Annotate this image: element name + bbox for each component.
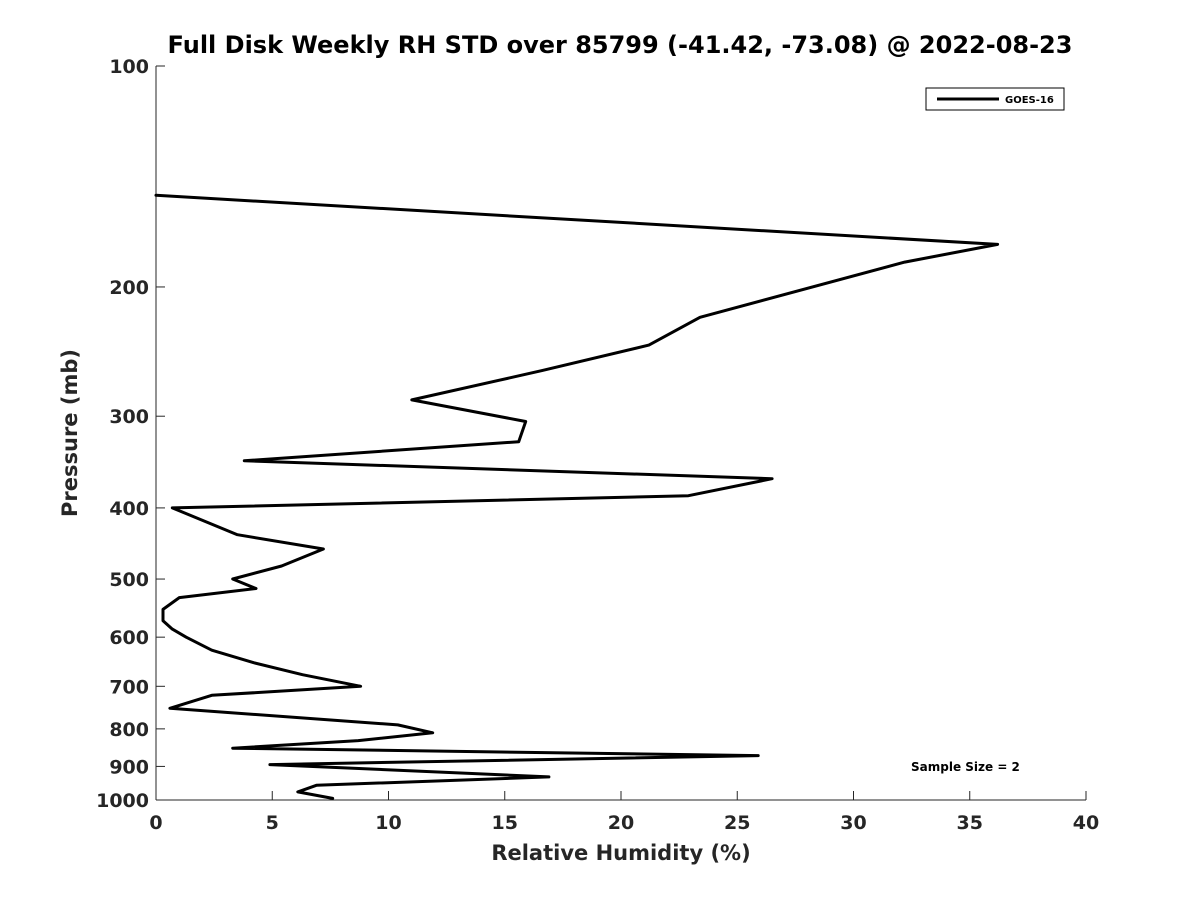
data-point <box>210 694 213 697</box>
data-point <box>231 747 234 750</box>
data-point <box>770 477 774 480</box>
data-point <box>698 316 702 319</box>
y-tick-label: 1000 <box>96 790 149 812</box>
data-point <box>252 661 255 664</box>
y-tick-label: 200 <box>109 277 149 299</box>
axes: 0 5 10 15 20 25 30 35 40 100 200 300 400 500 600 700 800… <box>96 56 1099 834</box>
data-point <box>154 194 158 197</box>
data-point <box>210 649 213 652</box>
data-point <box>171 627 174 631</box>
data-point <box>903 260 906 264</box>
data-point <box>185 636 188 639</box>
y-tick-label: 600 <box>109 627 149 649</box>
data-point <box>647 343 651 347</box>
x-tick-label: 15 <box>492 812 518 834</box>
data-point <box>236 533 239 536</box>
data-point <box>161 608 165 611</box>
x-axis-label: Relative Humidity (%) <box>491 841 750 865</box>
y-tick-label: 300 <box>109 406 149 428</box>
y-axis-label: Pressure (mb) <box>58 349 82 517</box>
x-tick-label: 0 <box>149 812 162 834</box>
data-point <box>331 797 334 800</box>
data-point <box>301 673 304 676</box>
data-point <box>357 739 360 742</box>
data-point <box>547 775 551 779</box>
data-point <box>396 723 399 727</box>
y-tick-label: 700 <box>109 676 149 698</box>
chart-title: Full Disk Weekly RH STD over 85799 (-41.… <box>168 31 1073 59</box>
x-tick-label: 20 <box>608 812 634 834</box>
x-tick-label: 10 <box>375 812 401 834</box>
y-tick-label: 800 <box>109 719 149 741</box>
data-point <box>268 763 272 766</box>
data-point <box>431 731 434 734</box>
y-tick-label: 400 <box>109 498 149 520</box>
legend-label-goes-16: GOES-16 <box>1005 95 1054 106</box>
data-point <box>359 685 362 688</box>
x-tick-label: 30 <box>840 812 866 834</box>
series-line-goes-16 <box>154 193 1000 800</box>
data-point <box>161 619 165 622</box>
data-point <box>410 398 413 402</box>
data-point <box>757 754 760 757</box>
data-point <box>243 459 246 462</box>
data-point <box>996 243 999 246</box>
data-point <box>687 494 690 497</box>
data-point <box>231 577 234 581</box>
x-tick-label: 35 <box>957 812 983 834</box>
x-tick-label: 40 <box>1073 812 1099 834</box>
sample-size-annotation: Sample Size = 2 <box>911 760 1020 774</box>
data-point <box>322 547 325 551</box>
data-point <box>540 369 544 372</box>
x-tick-label: 25 <box>724 812 750 834</box>
y-tick-label: 100 <box>109 56 149 78</box>
data-point <box>517 440 520 443</box>
data-point <box>171 506 174 510</box>
y-tick-label: 500 <box>109 569 149 591</box>
data-point <box>280 564 283 568</box>
data-point <box>524 420 527 423</box>
data-point <box>296 790 299 794</box>
x-tick-label: 5 <box>266 812 279 834</box>
series <box>154 193 1000 800</box>
data-point <box>254 587 258 590</box>
data-point <box>178 596 181 599</box>
y-tick-label: 900 <box>109 756 149 778</box>
data-point <box>168 707 172 710</box>
data-point <box>315 784 318 787</box>
legend: GOES-16 <box>925 87 1065 111</box>
